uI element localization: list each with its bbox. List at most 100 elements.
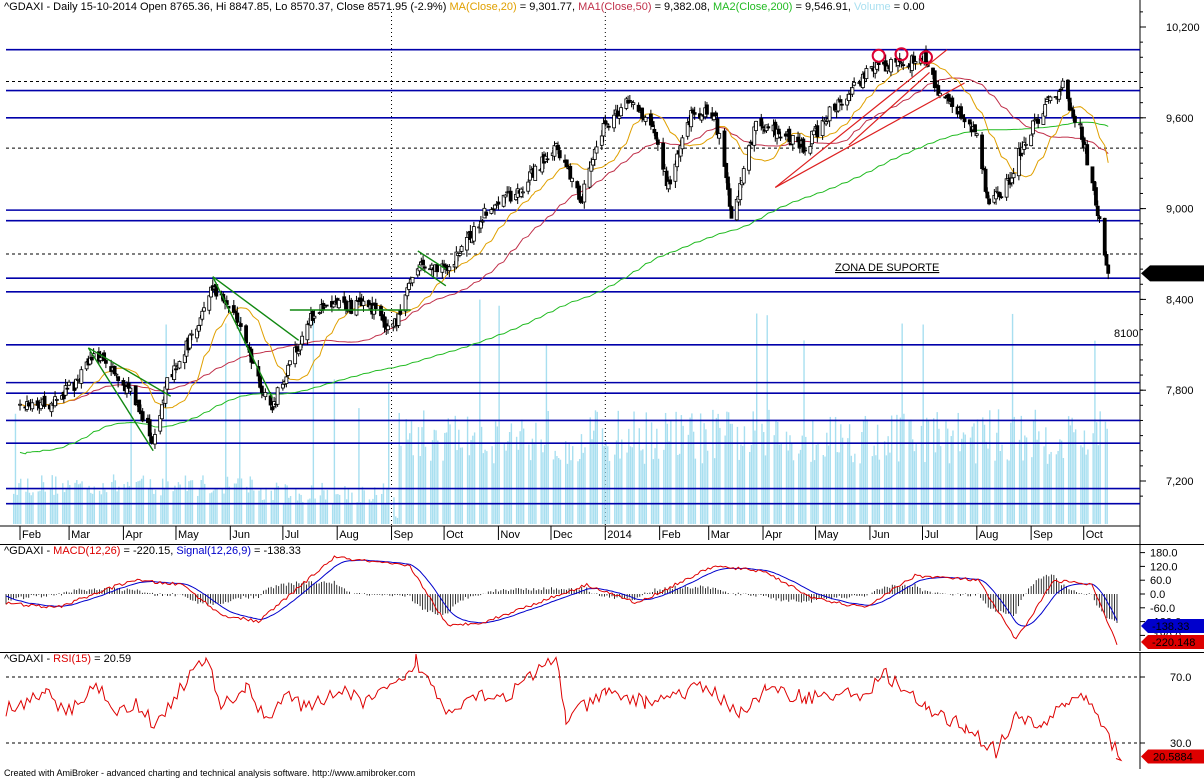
candle-body [410, 277, 415, 284]
volume-bar [699, 413, 702, 524]
candle-body [349, 299, 354, 314]
volume-bar [28, 492, 31, 524]
macd-y-tick-label: 180.0 [1150, 548, 1178, 560]
volume-bar [211, 492, 213, 524]
volume-bar [200, 479, 202, 524]
candle-body [1004, 178, 1009, 198]
volume-bar [90, 492, 92, 524]
price-y-tick-label: 8,400 [1166, 294, 1194, 306]
volume-bar [817, 443, 819, 524]
candle-body [121, 380, 126, 386]
price-x-tick-label: Oct [446, 529, 463, 541]
volume-bar [384, 503, 386, 524]
candle-body [946, 94, 951, 102]
volume-bar [491, 446, 493, 524]
volume-bar [76, 480, 78, 524]
volume-bar [1092, 433, 1094, 524]
volume-bar [137, 481, 139, 524]
price-x-tick-label: 2014 [607, 529, 631, 541]
volume-bar [519, 431, 521, 524]
volume-bar [572, 446, 574, 524]
volume-bar [903, 413, 905, 524]
volume-bars [13, 299, 1108, 524]
volume-bar [719, 427, 721, 524]
volume-bar [654, 448, 656, 524]
volume-bar [866, 419, 868, 524]
volume-bar [1099, 411, 1101, 524]
volume-bar [864, 415, 867, 524]
candle-body [668, 179, 673, 185]
rsi-chart: 70.0 30.0 20.5884 [5, 653, 1204, 769]
volume-bar [826, 432, 828, 524]
volume-bar [505, 450, 507, 524]
candle-body [160, 404, 164, 420]
volume-bar [388, 383, 390, 524]
volume-bar [664, 412, 667, 524]
volume-bar [621, 439, 623, 524]
volume-bar [363, 490, 365, 524]
volume-bar [933, 418, 935, 524]
volume-bar [766, 315, 768, 524]
price-header-part: MA1(Close,50) [578, 1, 652, 13]
volume-bar [896, 414, 898, 524]
price-x-tick-label: Oct [1086, 529, 1103, 541]
volume-bar [260, 488, 262, 524]
volume-bar [736, 426, 739, 524]
volume-bar [729, 423, 732, 524]
volume-bar [167, 481, 169, 524]
last-close-box [1141, 265, 1204, 282]
volume-bar [461, 447, 464, 524]
candle-body [715, 118, 720, 136]
volume-bar [202, 475, 204, 524]
volume-bar [642, 449, 644, 524]
candle-body [766, 126, 771, 129]
candle-body [815, 125, 820, 138]
volume-bar [547, 411, 549, 524]
candle-body [1032, 119, 1037, 122]
volume-bar [295, 489, 297, 524]
volume-bar [161, 478, 164, 524]
volume-bar [172, 491, 174, 524]
volume-bar [174, 485, 176, 524]
volume-bar [319, 495, 322, 524]
volume-bar [14, 413, 17, 524]
volume-bar [412, 455, 414, 524]
candle-body [717, 133, 722, 139]
signal-value-box [1141, 619, 1204, 633]
signal-line [5, 559, 1118, 627]
volume-bar [847, 438, 849, 524]
candle-body [1104, 254, 1109, 266]
trend-line-green [212, 276, 300, 341]
candle-body [545, 158, 550, 161]
volume-bar [496, 426, 499, 524]
volume-bar [56, 493, 59, 524]
volume-bar [666, 423, 669, 524]
volume-bar [270, 490, 273, 524]
volume-bar [543, 444, 546, 524]
volume-bar [985, 441, 987, 524]
volume-bar [628, 428, 630, 524]
price-x-tick-label: Mar [711, 529, 730, 541]
volume-bar [565, 441, 567, 524]
price-x-tick-label: May [178, 529, 199, 541]
volume-bar [197, 495, 199, 524]
candle-body [811, 130, 816, 136]
volume-bar [925, 417, 928, 524]
volume-bar [973, 423, 975, 524]
signal-value-label: -138.33 [1152, 621, 1189, 633]
volume-bar [703, 423, 705, 524]
volume-bar [773, 435, 775, 524]
volume-bar [186, 491, 188, 524]
price-header-part: = 9,382.08, [651, 1, 713, 13]
volume-bar [901, 323, 903, 524]
volume-bar [386, 487, 388, 524]
volume-bar [175, 489, 178, 524]
volume-bar [247, 492, 250, 524]
rsi-value-box [1141, 749, 1204, 764]
volume-bar [361, 486, 364, 524]
candle-body [312, 315, 317, 319]
volume-bar [272, 500, 274, 524]
candle-body [42, 395, 47, 407]
volume-bar [948, 463, 951, 524]
candle-body [783, 133, 788, 137]
